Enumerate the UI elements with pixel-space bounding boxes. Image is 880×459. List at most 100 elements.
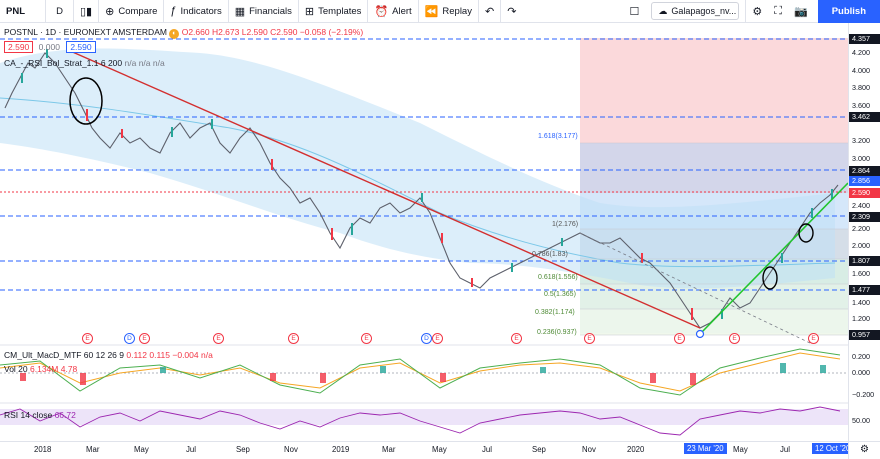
- fib-band-05: [580, 284, 848, 309]
- fib-0236-label: 0.236(0.937): [537, 329, 577, 336]
- fib-05-label: 0.5(1.365): [544, 291, 576, 298]
- earnings-badge[interactable]: E: [808, 333, 819, 344]
- financials-icon: ▦: [234, 5, 246, 18]
- price-label: 1.600: [852, 269, 870, 278]
- time-label: Jul: [186, 445, 196, 454]
- earnings-badge[interactable]: E: [729, 333, 740, 344]
- fullscreen-button[interactable]: ☐: [624, 0, 646, 23]
- time-axis[interactable]: 2018 Mar May Jul Sep Nov 2019 Mar May Ju…: [0, 441, 854, 459]
- price-axis[interactable]: 4.357 4.200 4.000 3.800 3.600 3.462 3.20…: [848, 23, 880, 441]
- chart-type-button[interactable]: ▯▮: [74, 0, 100, 23]
- earnings-badge[interactable]: E: [361, 333, 372, 344]
- earnings-badge[interactable]: E: [139, 333, 150, 344]
- undo-button[interactable]: ↶: [479, 0, 502, 23]
- legend-ohlc: O2.660 H2.673 L2.590 C2.590 −0.058 (−2.1…: [181, 27, 364, 37]
- bull-candles: [21, 49, 833, 319]
- time-tag-end: 12 Oct '20: [812, 443, 854, 454]
- time-label: Mar: [86, 445, 100, 454]
- price-label: 1.400: [852, 298, 870, 307]
- vol-label: Vol 20: [4, 364, 28, 374]
- macd-vals: 0.112 0.115 −0.004 n/a: [126, 350, 213, 360]
- templates-icon: ⊞: [304, 5, 315, 18]
- time-label: Sep: [532, 445, 546, 454]
- legend-indicator-1[interactable]: CA_-_RSI_Bol_Strat_1.1 6 200 n/a n/a n/a: [4, 58, 165, 68]
- anchor-point[interactable]: [695, 329, 705, 339]
- price-label: 2.400: [852, 201, 870, 210]
- symbol-label: PNL: [6, 5, 25, 17]
- earnings-badge[interactable]: E: [674, 333, 685, 344]
- price-label: 1.200: [852, 314, 870, 323]
- publish-button[interactable]: Publish: [817, 0, 880, 23]
- replay-label: Replay: [442, 5, 472, 17]
- templates-button[interactable]: ⊞ Templates: [299, 0, 369, 23]
- price-label: 4.000: [852, 66, 870, 75]
- price-tag-2864: 2.864: [849, 166, 880, 176]
- legend-zero: 0.000: [38, 42, 60, 52]
- time-label: 2018: [34, 445, 52, 454]
- price-label: 4.200: [852, 48, 870, 57]
- price-label: 2.200: [852, 224, 870, 233]
- redo-button[interactable]: ↷: [501, 0, 522, 23]
- candles-icon: ▯▮: [80, 5, 93, 18]
- chart-legend-main: POSTNL · 1D · EURONEXT AMSTERDAM ◐ O2.66…: [4, 27, 363, 39]
- legend-macd[interactable]: CM_Ult_MacD_MTF 60 12 26 9 0.112 0.115 −…: [4, 350, 213, 360]
- earnings-badge[interactable]: E: [82, 333, 93, 344]
- downtrend-line[interactable]: [67, 49, 701, 329]
- compare-button[interactable]: ⊕ Compare: [99, 0, 165, 23]
- layout-selector[interactable]: ☁ Galapagos_nv...: [651, 2, 740, 20]
- price-tag-low: 0.957: [849, 330, 880, 340]
- alarm-clock-icon: ⏰: [374, 5, 389, 18]
- cloud-icon: ☁: [658, 5, 668, 16]
- settings-button[interactable]: ⚙: [745, 0, 768, 23]
- legend-rsi[interactable]: RSI 14 close 66.72: [4, 410, 76, 420]
- time-label: Nov: [284, 445, 298, 454]
- earnings-badge[interactable]: E: [511, 333, 522, 344]
- dividend-badge[interactable]: D: [421, 333, 432, 344]
- legend-title: POSTNL · 1D · EURONEXT AMSTERDAM: [4, 27, 167, 37]
- redo-icon: ↷: [507, 5, 517, 18]
- interval-button[interactable]: D: [46, 0, 74, 23]
- highlight-circle-3[interactable]: [798, 223, 814, 243]
- symbol-search[interactable]: PNL: [0, 0, 46, 23]
- financials-label: Financials: [249, 5, 292, 17]
- uptrend-line[interactable]: [699, 182, 848, 335]
- replay-icon: ⏪: [424, 5, 439, 18]
- price-tag-top: 4.357: [849, 34, 880, 44]
- snapshot-button[interactable]: 📷: [788, 0, 814, 23]
- earnings-badge[interactable]: E: [213, 333, 224, 344]
- macd-axis-label: 0.000: [852, 368, 870, 377]
- indicators-icon: ƒ: [170, 5, 177, 17]
- highlight-circle-2[interactable]: [762, 266, 778, 290]
- fib-0382-label: 0.382(1.174): [535, 309, 575, 316]
- earnings-badge[interactable]: E: [432, 333, 443, 344]
- legend-volume[interactable]: Vol 20 6.134M 4.78: [4, 364, 77, 374]
- dividend-badge[interactable]: D: [124, 333, 135, 344]
- fullscreen-toggle-button[interactable]: ⛶: [768, 0, 788, 23]
- time-label: 2020: [627, 445, 645, 454]
- price-label: 3.600: [852, 101, 870, 110]
- bollinger-cloud: [0, 48, 835, 289]
- highlight-circle-1[interactable]: [69, 77, 103, 125]
- financials-button[interactable]: ▦ Financials: [229, 0, 299, 23]
- price-label: 2.000: [852, 241, 870, 250]
- alert-button[interactable]: ⏰ Alert: [368, 0, 419, 23]
- publish-label: Publish: [831, 5, 866, 17]
- fib-1-label: 1(2.176): [552, 221, 579, 228]
- indicators-button[interactable]: ƒ Indicators: [164, 0, 229, 23]
- horizontal-levels: [0, 38, 848, 291]
- chart-canvas[interactable]: [0, 23, 848, 441]
- price-tag-2856: 2.856: [849, 176, 880, 186]
- fib-band-0382: [580, 309, 848, 335]
- macd-histogram: [20, 373, 696, 385]
- replay-button[interactable]: ⏪ Replay: [419, 0, 479, 23]
- macd-label: CM_Ult_MacD_MTF 60 12 26 9: [4, 350, 124, 360]
- earnings-badge[interactable]: E: [584, 333, 595, 344]
- price-label: 3.000: [852, 154, 870, 163]
- bear-candles: [86, 109, 693, 320]
- bollinger-basis: [0, 97, 836, 268]
- price-tag-2309: 2.309: [849, 212, 880, 222]
- legend-box-2: 2.590: [66, 41, 96, 53]
- axis-settings-button[interactable]: ⚙: [848, 441, 880, 459]
- expand-icon: ⛶: [774, 4, 782, 17]
- earnings-badge[interactable]: E: [288, 333, 299, 344]
